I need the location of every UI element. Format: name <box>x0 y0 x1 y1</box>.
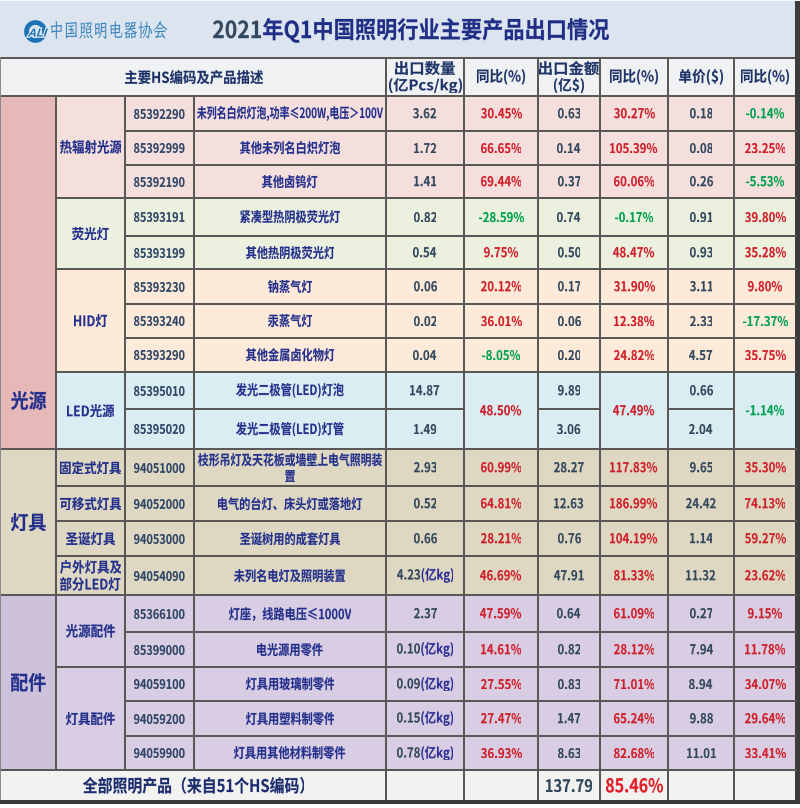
svg-text:ALI: ALI <box>27 28 48 40</box>
